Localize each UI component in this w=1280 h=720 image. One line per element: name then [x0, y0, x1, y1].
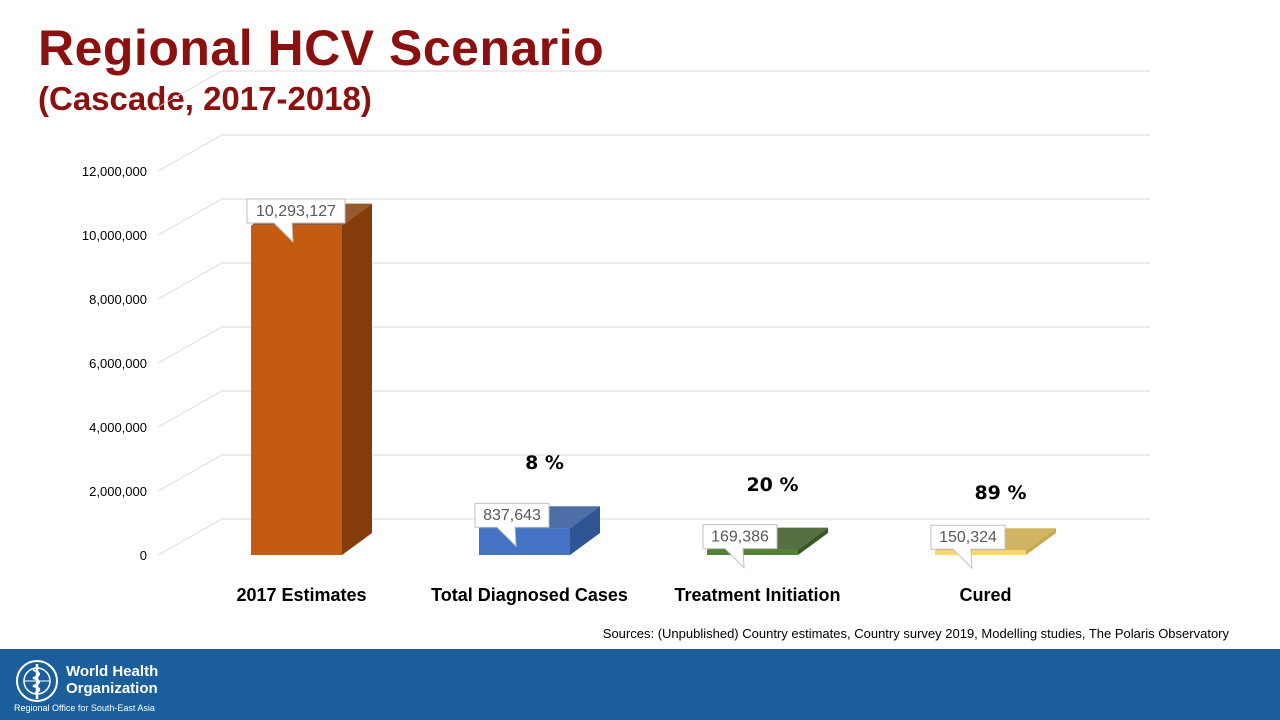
bar-group: 837,643	[474, 502, 600, 555]
percent-annotation: 20 %	[746, 474, 798, 496]
gridline-depth	[157, 134, 223, 172]
who-footer-bar: World Health Organization Regional Offic…	[0, 649, 1280, 720]
cascade-bar-chart: 0 2,000,000 4,000,000 6,000,000 8,000,000 10,…	[82, 70, 1150, 605]
y-tick-label: 0	[140, 548, 147, 563]
bar-side	[798, 527, 828, 555]
x-category-label: Total Diagnosed Cases	[431, 585, 628, 605]
bar-group: 150,324	[930, 524, 1056, 570]
gridline-depth	[157, 198, 223, 236]
who-region-name: Regional Office for South-East Asia	[14, 703, 155, 713]
percent-annotation: 89 %	[974, 482, 1026, 504]
gridline-depth	[157, 518, 223, 556]
bar-side	[1026, 528, 1056, 555]
data-label: 169,386	[711, 529, 769, 546]
x-category-label: Cured	[959, 585, 1011, 605]
data-label-callout	[702, 524, 778, 569]
gridline-depth	[157, 390, 223, 428]
slide-subtitle: (Cascade, 2017-2018)	[38, 80, 372, 117]
bar-group: 10,293,127	[246, 198, 372, 555]
gridline-depth	[157, 70, 223, 108]
y-tick-label: 2,000,000	[89, 484, 147, 499]
percent-annotation: 8 %	[525, 452, 564, 474]
y-tick-label: 6,000,000	[89, 356, 147, 371]
y-tick-label: 10,000,000	[82, 228, 147, 243]
data-label-callout	[474, 502, 550, 548]
bar	[479, 528, 570, 555]
slide-title: Regional HCV Scenario	[38, 20, 605, 76]
bar	[707, 549, 798, 555]
bar-side	[570, 506, 600, 555]
data-label: 10,293,127	[256, 203, 336, 220]
gridline-depth	[157, 454, 223, 492]
gridline-depth	[157, 262, 223, 300]
x-category-label: 2017 Estimates	[236, 585, 366, 605]
y-tick-label: 8,000,000	[89, 292, 147, 307]
data-label: 150,324	[939, 529, 997, 546]
bar-group: 169,386	[702, 524, 828, 569]
y-tick-label: 12,000,000	[82, 164, 147, 179]
y-tick-label: 4,000,000	[89, 420, 147, 435]
x-category-label: Treatment Initiation	[674, 585, 840, 605]
bar	[935, 550, 1026, 555]
data-label: 837,643	[483, 507, 541, 524]
bar-side	[342, 203, 372, 555]
data-label-callout	[930, 524, 1006, 570]
gridline-depth	[157, 326, 223, 364]
who-org-name: World Health Organization	[66, 663, 159, 697]
sources-note: Sources: (Unpublished) Country estimates…	[602, 626, 1229, 641]
bar	[251, 225, 342, 555]
who-emblem-icon	[16, 660, 58, 702]
data-label-callout	[246, 198, 346, 244]
